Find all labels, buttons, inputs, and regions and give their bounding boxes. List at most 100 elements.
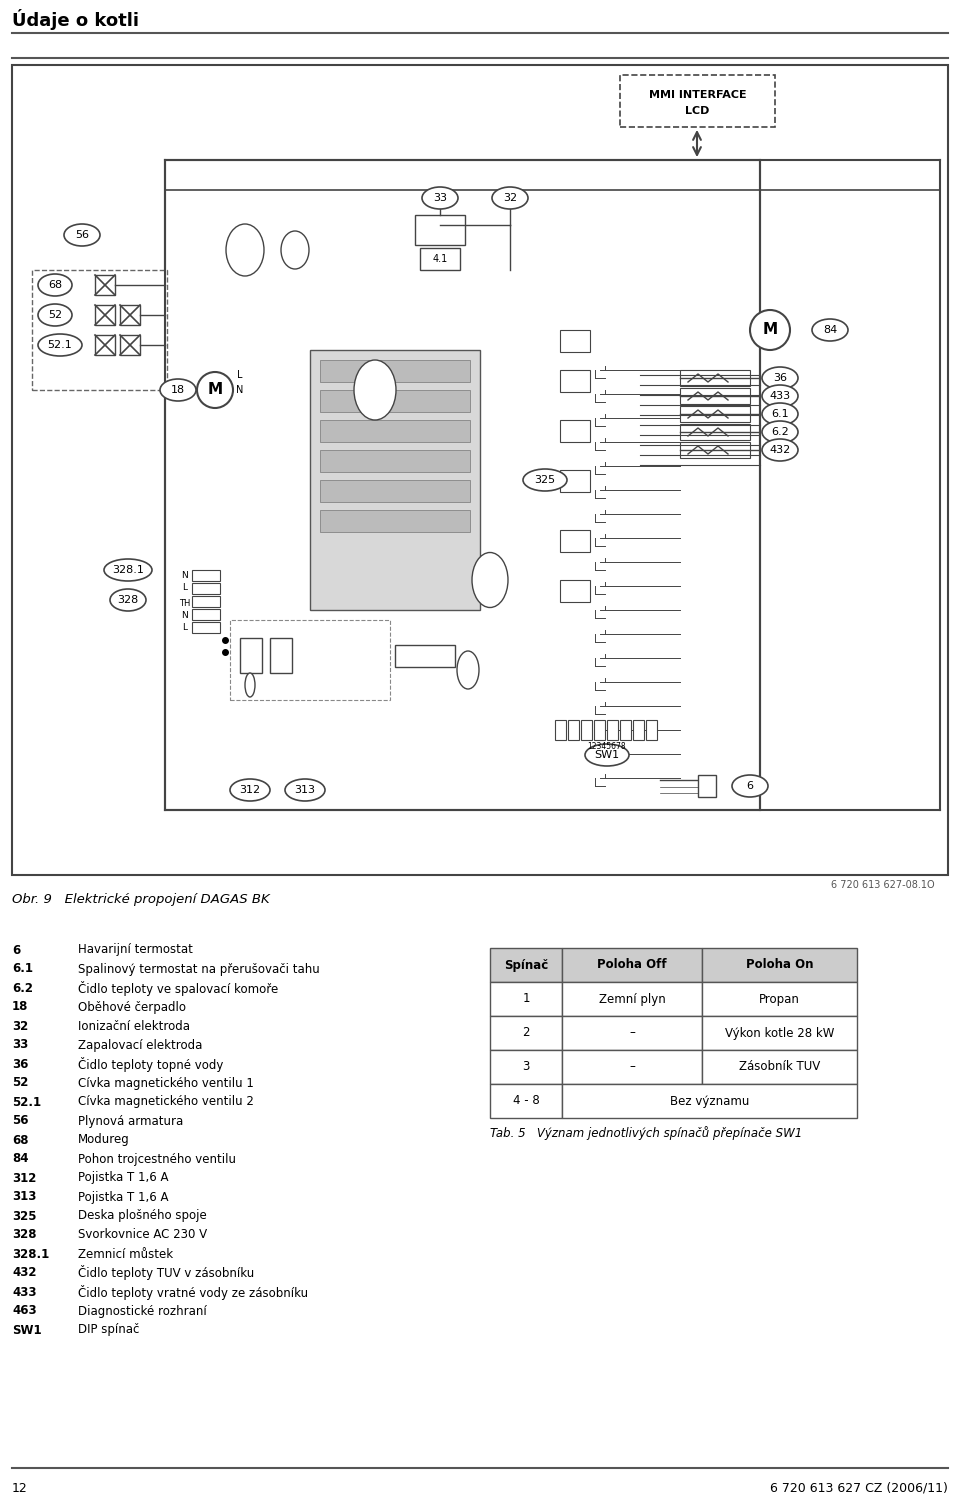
Text: 1: 1 [522,992,530,1005]
Text: 6 720 613 627 CZ (2006/11): 6 720 613 627 CZ (2006/11) [770,1481,948,1494]
Text: Výkon kotle 28 kW: Výkon kotle 28 kW [725,1026,834,1040]
Circle shape [197,372,233,408]
Bar [490,1016,562,1050]
Text: 4.1: 4.1 [432,254,447,263]
Text: 18: 18 [12,1001,29,1013]
Text: 52: 52 [12,1076,29,1090]
Bar [680,424,750,439]
Ellipse shape [38,274,72,296]
Text: 6 720 613 627-08.1O: 6 720 613 627-08.1O [831,880,935,889]
Text: Zapalovací elektroda: Zapalovací elektroda [78,1038,203,1052]
Bar [270,638,292,673]
Text: 12345678: 12345678 [588,742,626,751]
Bar [607,719,618,740]
Bar [702,1016,857,1050]
Bar [680,370,750,385]
Text: Zásobník TUV: Zásobník TUV [739,1061,820,1073]
Ellipse shape [762,421,798,442]
Text: 6.2: 6.2 [12,981,33,995]
Bar [562,981,702,1016]
Bar [490,981,562,1016]
Bar [680,388,750,403]
Bar [581,719,592,740]
Text: N: N [181,570,188,579]
Bar [490,948,562,981]
Text: 68: 68 [48,280,62,290]
Ellipse shape [492,187,528,209]
Text: 6: 6 [747,781,754,792]
Bar [680,442,750,458]
Text: Čidlo teploty ve spalovací komoře: Čidlo teploty ve spalovací komoře [78,980,278,995]
Bar [192,582,220,594]
Bar [560,530,590,552]
Text: 68: 68 [12,1133,29,1147]
Text: 432: 432 [769,445,791,455]
Text: 328.1: 328.1 [112,564,144,575]
Text: Spínač: Spínač [504,959,548,972]
Ellipse shape [762,439,798,461]
Text: Poloha Off: Poloha Off [597,959,667,972]
Text: Pojistka T 1,6 A: Pojistka T 1,6 A [78,1171,169,1184]
Bar [95,306,115,325]
Text: N: N [181,611,188,620]
Bar [560,470,590,492]
Bar [560,370,590,391]
Text: 2: 2 [522,1026,530,1040]
Text: 325: 325 [535,476,556,485]
Text: 6.1: 6.1 [12,963,33,975]
Bar [702,1050,857,1084]
Text: Plynová armatura: Plynová armatura [78,1115,183,1127]
Text: 84: 84 [823,325,837,336]
Text: 52.1: 52.1 [12,1096,41,1109]
Text: 33: 33 [433,193,447,203]
Text: 325: 325 [12,1210,36,1222]
Text: Cívka magnetického ventilu 1: Cívka magnetického ventilu 1 [78,1076,253,1090]
Text: 3: 3 [522,1061,530,1073]
Text: Deska plošného spoje: Deska plošného spoje [78,1210,206,1222]
Text: Poloha On: Poloha On [746,959,813,972]
Bar [192,610,220,620]
Text: N: N [236,385,244,394]
Text: SW1: SW1 [594,749,619,760]
Ellipse shape [64,224,100,245]
Text: Údaje o kotli: Údaje o kotli [12,9,139,30]
Bar [490,1050,562,1084]
Bar [560,579,590,602]
Bar [192,596,220,607]
Bar [192,570,220,581]
Ellipse shape [762,367,798,388]
Text: L: L [182,623,187,632]
Bar [560,330,590,352]
Text: Ionizační elektroda: Ionizační elektroda [78,1019,190,1032]
Text: 432: 432 [12,1267,36,1279]
Bar [562,1050,702,1084]
Ellipse shape [38,334,82,357]
Bar [12,65,948,874]
Text: 313: 313 [295,786,316,795]
Text: 328.1: 328.1 [12,1248,49,1261]
Text: 18: 18 [171,385,185,394]
Bar [646,719,657,740]
Bar [310,351,480,610]
Text: M: M [762,322,778,337]
Text: M: M [207,382,223,397]
Text: Pojistka T 1,6 A: Pojistka T 1,6 A [78,1190,169,1204]
Ellipse shape [457,652,479,689]
Text: 312: 312 [239,786,260,795]
Bar [95,275,115,295]
Text: 84: 84 [12,1153,29,1165]
Text: 56: 56 [12,1115,29,1127]
Text: 433: 433 [12,1285,36,1299]
Bar [620,75,775,126]
Ellipse shape [732,775,768,798]
Text: Spalinový termostat na přerušovači tahu: Spalinový termostat na přerušovači tahu [78,963,320,975]
Bar [395,646,455,667]
Text: 32: 32 [503,193,517,203]
Text: 52: 52 [48,310,62,321]
Bar [568,719,579,740]
Ellipse shape [160,379,196,400]
Bar [562,948,702,981]
Bar [95,336,115,355]
Ellipse shape [354,360,396,420]
Text: Cívka magnetického ventilu 2: Cívka magnetického ventilu 2 [78,1096,253,1109]
